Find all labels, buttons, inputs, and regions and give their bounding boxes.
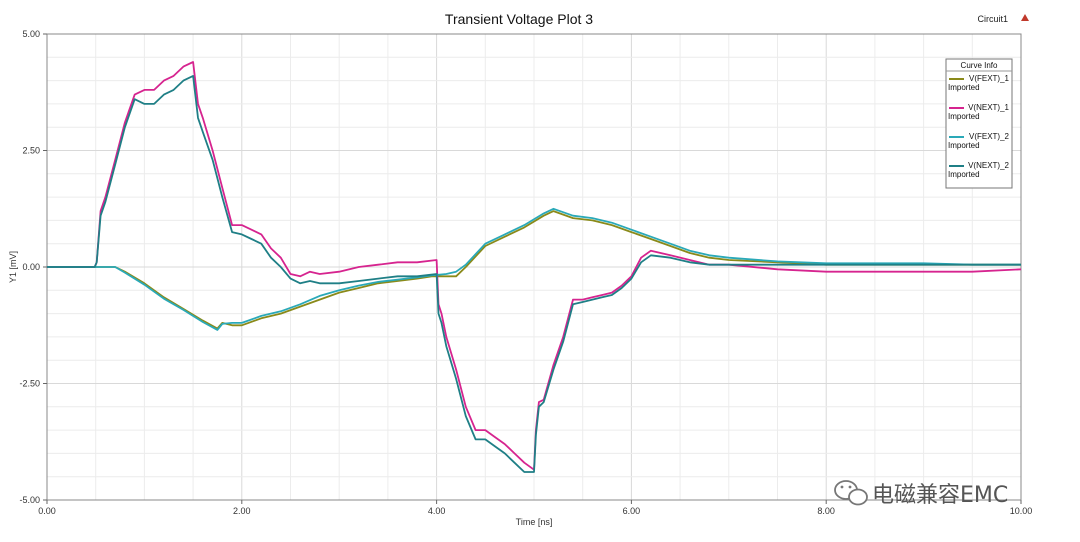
- x-tick-label: 10.00: [1010, 506, 1033, 516]
- series-line-v-fext-2: [47, 207, 1021, 331]
- x-tick-label: 4.00: [428, 506, 446, 516]
- legend-item-sub: Imported: [948, 170, 980, 179]
- wechat-icon: [834, 480, 868, 506]
- legend-item-name: V(NEXT)_1: [968, 103, 1009, 112]
- y-tick-label: 2.50: [22, 146, 40, 156]
- legend-item-name: V(FEXT)_2: [969, 132, 1010, 141]
- series-line-v-next-1: [47, 61, 1022, 471]
- legend[interactable]: Curve Info V(FEXT)_1ImportedV(NEXT)_1Imp…: [945, 58, 1013, 189]
- chart-title: Transient Voltage Plot 3: [445, 11, 593, 27]
- circuit-label: Circuit1: [977, 14, 1008, 24]
- y-tick-label: 0.00: [22, 262, 40, 272]
- y-axis: 5.00 2.50 0.00 -2.50 -5.00: [19, 29, 47, 505]
- legend-item-name: V(FEXT)_1: [969, 74, 1010, 83]
- legend-item-sub: Imported: [948, 141, 980, 150]
- x-tick-label: 0.00: [38, 506, 56, 516]
- watermark-text: 电磁兼容EMC: [872, 483, 1008, 508]
- legend-item-sub: Imported: [948, 112, 980, 121]
- grid: [47, 34, 1021, 500]
- x-tick-label: 6.00: [623, 506, 641, 516]
- legend-item-name: V(NEXT)_2: [968, 161, 1009, 170]
- x-tick-label: 2.00: [233, 506, 251, 516]
- series-line-v-next-2: [47, 75, 1021, 473]
- watermark: 电磁兼容EMC: [834, 480, 1008, 508]
- y-tick-label: -2.50: [19, 379, 40, 389]
- legend-title: Curve Info: [961, 61, 998, 70]
- x-axis: 0.00 2.00 4.00 6.00 8.00 10.00: [38, 500, 1032, 516]
- series-lines: [47, 61, 1022, 473]
- legend-item-sub: Imported: [948, 83, 980, 92]
- y-tick-label: -5.00: [19, 495, 40, 505]
- legend-entries: V(FEXT)_1ImportedV(NEXT)_1ImportedV(FEXT…: [948, 74, 1010, 179]
- triangle-icon[interactable]: [1021, 14, 1029, 21]
- x-tick-label: 8.00: [817, 506, 835, 516]
- series-line-v-fext-1: [47, 210, 1021, 330]
- y-tick-label: 5.00: [22, 29, 40, 39]
- x-axis-label: Time [ns]: [516, 517, 553, 527]
- y-axis-label: Y1 [mV]: [8, 251, 18, 283]
